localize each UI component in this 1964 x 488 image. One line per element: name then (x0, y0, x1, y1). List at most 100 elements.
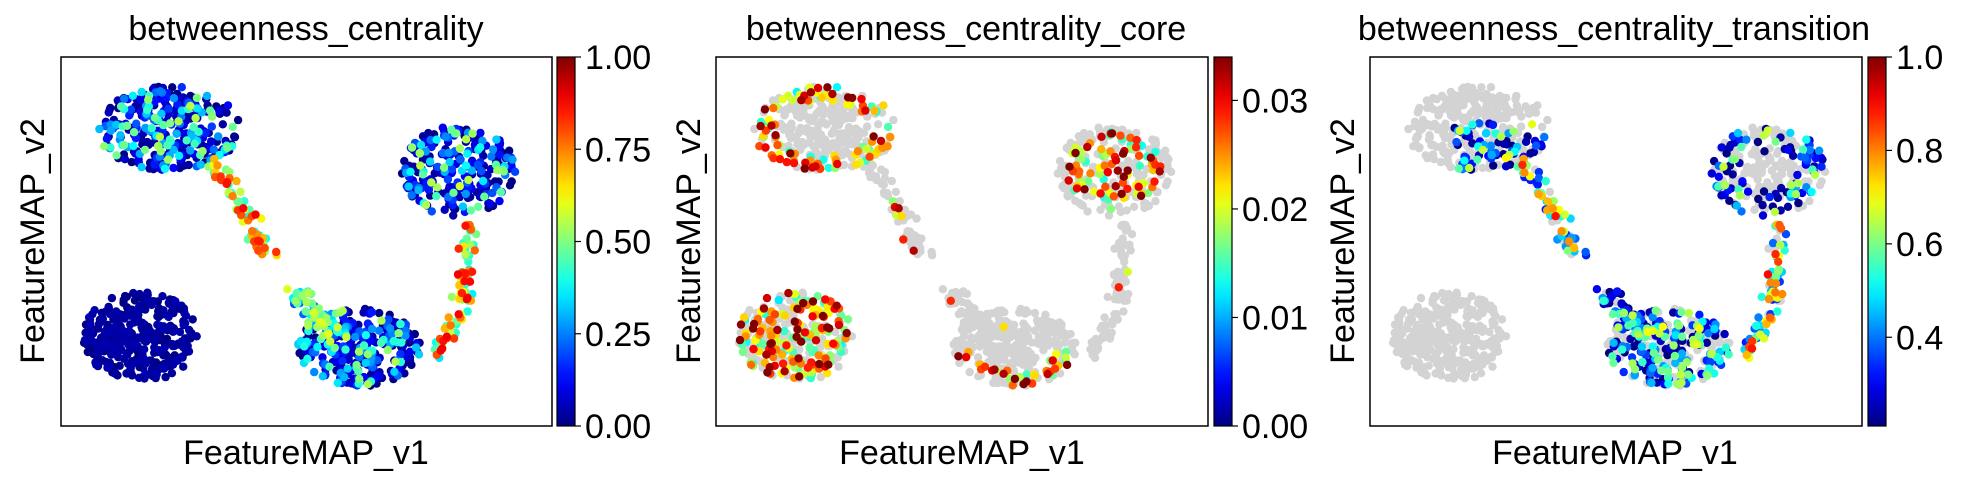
data-point (453, 270, 463, 279)
data-point (1083, 142, 1092, 152)
data-point (478, 176, 488, 186)
data-point (477, 166, 486, 176)
data-point (150, 97, 159, 106)
data-point (1624, 321, 1633, 330)
data-point (465, 277, 475, 286)
data-point (1617, 345, 1627, 354)
background-point (982, 309, 992, 319)
background-point (1027, 338, 1036, 347)
background-point (938, 285, 948, 294)
background-point (1110, 244, 1119, 253)
background-point (864, 168, 874, 178)
data-point (773, 325, 782, 335)
background-point (862, 122, 872, 131)
data-point (100, 142, 109, 151)
data-point (363, 380, 373, 389)
background-point (1120, 257, 1129, 266)
data-point (1111, 182, 1120, 191)
background-point (1454, 296, 1464, 306)
background-point (999, 355, 1009, 364)
data-point (1674, 321, 1684, 330)
data-point (1704, 329, 1713, 338)
colorbar-tick-label: 0.02 (1242, 191, 1308, 229)
data-point (179, 320, 188, 330)
data-point (207, 112, 217, 121)
data-point (1627, 353, 1637, 362)
data-point (1759, 334, 1769, 343)
data-point (90, 306, 99, 315)
background-point (1749, 169, 1759, 179)
data-point (1794, 198, 1803, 208)
background-point (1786, 169, 1795, 178)
data-point (1119, 172, 1129, 181)
data-point (443, 175, 453, 184)
background-point (1464, 304, 1473, 313)
data-point (466, 206, 476, 215)
data-point (488, 145, 498, 154)
data-point (159, 120, 168, 130)
data-point (811, 322, 820, 331)
data-point (1134, 151, 1144, 160)
background-point (1400, 357, 1409, 367)
data-point (756, 327, 765, 336)
data-point (1728, 170, 1737, 179)
background-point (1067, 343, 1077, 352)
panel-2-xlabel: FeatureMAP_v1 (839, 434, 1085, 472)
data-point (179, 362, 188, 371)
data-point (1608, 310, 1618, 319)
data-point (1783, 145, 1793, 154)
data-point (1670, 351, 1680, 361)
panel-2-colorbar (1213, 56, 1233, 427)
data-point (909, 246, 918, 255)
data-point (1671, 331, 1680, 340)
data-point (442, 332, 451, 341)
data-point (1608, 352, 1617, 361)
data-point (1719, 162, 1728, 171)
data-point (1771, 137, 1780, 146)
data-point (120, 94, 129, 103)
data-point (427, 142, 436, 152)
background-point (1460, 337, 1469, 347)
panel-1-colorbar-ticks: 0.00 0.25 0.50 0.75 1.00 (575, 39, 651, 446)
data-point (102, 134, 112, 143)
background-point (965, 302, 975, 311)
data-point (1663, 367, 1673, 376)
data-point (201, 128, 210, 138)
data-point (761, 143, 770, 152)
data-point (1619, 308, 1629, 318)
background-point (785, 130, 794, 140)
data-point (1106, 147, 1115, 156)
data-point (1628, 311, 1637, 320)
background-point (1470, 340, 1479, 350)
data-point (433, 162, 442, 172)
background-point (947, 288, 957, 298)
data-point (390, 367, 399, 376)
data-point (467, 166, 476, 175)
data-point (126, 363, 135, 373)
data-point (1570, 243, 1579, 253)
data-point (1738, 177, 1747, 186)
data-point (865, 152, 874, 161)
data-point (1080, 185, 1089, 194)
data-point (427, 207, 436, 216)
data-point (192, 93, 202, 103)
data-point (160, 164, 170, 174)
data-point (1653, 355, 1663, 364)
background-point (1496, 328, 1505, 338)
data-point (303, 321, 313, 330)
data-point (84, 313, 94, 322)
background-point (1477, 341, 1487, 351)
data-point (823, 323, 832, 332)
data-point (1563, 246, 1572, 255)
data-point (165, 119, 175, 128)
data-point (191, 113, 200, 123)
data-point (1764, 294, 1774, 304)
background-point (1070, 350, 1079, 359)
background-point (1034, 332, 1044, 342)
data-point (1763, 126, 1773, 135)
data-point (1150, 177, 1159, 186)
background-point (1478, 296, 1487, 305)
data-point (190, 139, 199, 148)
data-point (510, 167, 520, 176)
data-point (100, 345, 109, 354)
